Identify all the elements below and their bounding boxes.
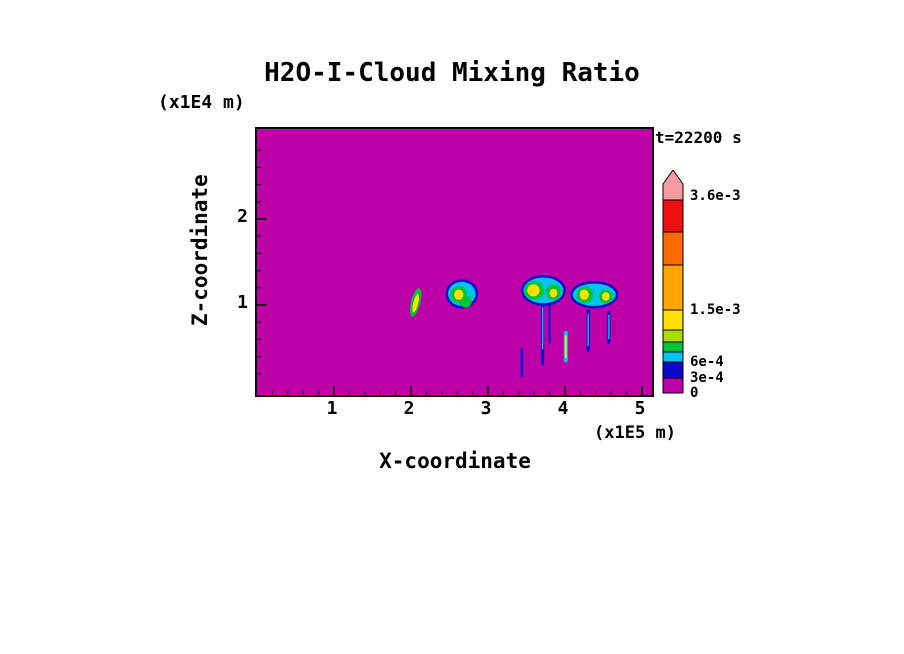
colorbar-label-1.5e-3: 1.5e-3: [690, 302, 741, 318]
colorbar-segment: [662, 377, 684, 394]
x-tick-label-3: 3: [480, 398, 492, 419]
colorbar: [662, 170, 684, 394]
z-tick-label-2: 2: [237, 206, 248, 227]
cloud-blob: [527, 284, 540, 297]
colorbar-segment: [662, 264, 684, 311]
colorbar-segment: [662, 231, 684, 266]
cloud-blob: [454, 289, 464, 300]
x-tick-label-2: 2: [403, 398, 415, 419]
cloud-fallstreak: [587, 313, 589, 347]
colorbar-arrow-segment: [662, 170, 684, 201]
x-axis-unit-label: (x1E5 m): [594, 423, 676, 443]
time-label: t=22200 s: [655, 128, 742, 147]
colorbar-segment: [662, 351, 684, 363]
colorbar-segment: [662, 199, 684, 233]
colorbar-segment: [662, 361, 684, 379]
cloud-blob: [579, 289, 589, 300]
z-axis-label: Z-coordinate: [188, 174, 212, 327]
colorbar-label-0: 0: [690, 385, 699, 401]
colorbar-segment: [662, 329, 684, 343]
colorbar-label-6e-4: 6e-4: [690, 354, 724, 370]
colorbar-label-3.6e-3: 3.6e-3: [690, 188, 741, 204]
cloud-fallstreak: [541, 306, 544, 350]
x-tick-label-5: 5: [634, 398, 646, 419]
z-axis-unit-label: (x1E4 m): [158, 92, 245, 113]
x-tick-label-1: 1: [326, 398, 338, 419]
cloud-fallstreak: [564, 335, 567, 359]
plot-area: [255, 127, 654, 397]
cloud-fallstreak: [608, 314, 610, 340]
cloud-fallstreak: [548, 305, 551, 344]
x-tick-label-4: 4: [557, 398, 569, 419]
cloud-blob: [412, 294, 419, 313]
z-tick-label-1: 1: [237, 292, 248, 313]
x-axis-label: X-coordinate: [379, 449, 531, 473]
chart-title: H2O-I-Cloud Mixing Ratio: [264, 58, 640, 88]
colorbar-label-3e-4: 3e-4: [690, 370, 724, 386]
contour-plot-svg: [257, 149, 643, 395]
cloud-fallstreak: [520, 348, 524, 378]
cloud-blob: [601, 292, 610, 301]
colorbar-segment: [662, 341, 684, 353]
cloud-blob: [459, 295, 472, 308]
colorbar-segment: [662, 309, 684, 331]
cloud-blob: [549, 288, 558, 298]
